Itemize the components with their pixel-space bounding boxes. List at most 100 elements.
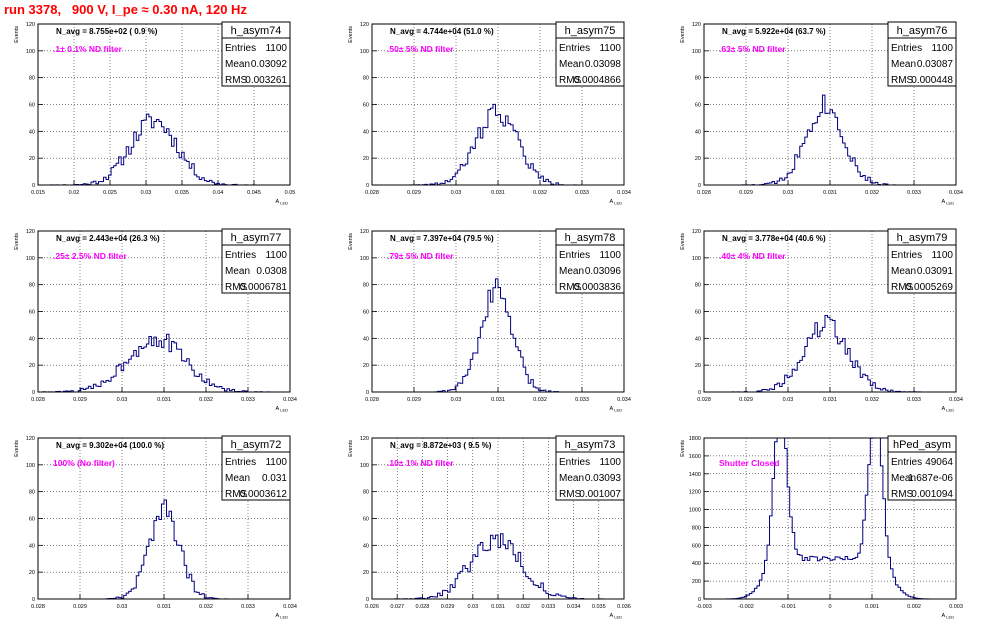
x-tick-label: 0.033 <box>907 397 921 403</box>
y-tick-label: 120 <box>26 229 35 235</box>
x-tick-label: -0.002 <box>738 604 754 610</box>
y-tick-label: 80 <box>363 76 369 82</box>
histogram-line <box>704 437 956 600</box>
x-tick-label: 0.025 <box>103 190 117 196</box>
x-tick-label: 0.033 <box>241 604 255 610</box>
plot-frame <box>37 230 291 393</box>
x-tick-label: 0.029 <box>441 604 455 610</box>
y-tick-label: 1800 <box>689 436 701 442</box>
navg-label: N_avg = 9.302e+04 (100.0 %) <box>56 441 164 450</box>
stats-value: 0.03087 <box>917 59 954 70</box>
x-tick-label: 0.029 <box>407 190 421 196</box>
y-tick-label: 40 <box>29 129 35 135</box>
navg-label: N_avg = 3.778e+04 (40.6 %) <box>722 234 826 243</box>
y-axis-label: Events <box>680 233 686 250</box>
filter-label: .10± 1% ND filter <box>387 458 454 468</box>
stats-label: Mean <box>559 59 584 70</box>
x-tick-label: 0.032 <box>199 604 213 610</box>
y-tick-label: 1000 <box>689 508 701 514</box>
x-tick-label: 0.045 <box>247 190 261 196</box>
stats-value: 1100 <box>599 457 621 468</box>
y-tick-label: 400 <box>692 561 701 567</box>
x-tick-label: 0.035 <box>592 604 606 610</box>
stats-value: 0.03091 <box>917 266 954 277</box>
y-tick-label: 80 <box>695 76 701 82</box>
x-tick-label: -0.001 <box>780 604 796 610</box>
stats-label: RMS <box>891 75 914 86</box>
stats-label: Mean <box>559 266 584 277</box>
y-tick-label: 60 <box>29 517 35 523</box>
stats-label: RMS <box>891 489 914 500</box>
x-tick-label: 0.031 <box>823 397 837 403</box>
plot-frame <box>703 230 957 393</box>
stats-label: RMS <box>559 489 582 500</box>
x-tick-label: 0.029 <box>739 190 753 196</box>
stats-label: Entries <box>225 457 256 468</box>
y-tick-label: 100 <box>360 49 369 55</box>
stats-value: 1100 <box>265 250 287 261</box>
x-tick-label: 0.031 <box>823 190 837 196</box>
stats-label: Mean <box>559 473 584 484</box>
stats-body-box <box>221 244 291 294</box>
x-axis-label: ALED <box>610 406 623 413</box>
y-tick-label: 120 <box>360 22 369 28</box>
stats-value: 49064 <box>925 457 953 468</box>
x-tick-label: 0.034 <box>949 397 963 403</box>
x-axis-label-main: A <box>942 613 946 619</box>
x-tick-label: 0.03 <box>117 604 128 610</box>
stats-label: Entries <box>559 250 590 261</box>
stats-value: 1100 <box>599 250 621 261</box>
y-tick-label: 0 <box>366 183 369 189</box>
y-tick-label: 20 <box>695 363 701 369</box>
x-tick-label: 0.034 <box>567 604 581 610</box>
stats-label: RMS <box>225 489 248 500</box>
y-tick-label: 20 <box>29 570 35 576</box>
y-tick-label: 80 <box>363 490 369 496</box>
stats-value: 0.03096 <box>585 266 622 277</box>
y-tick-label: 40 <box>363 543 369 549</box>
y-tick-label: 80 <box>695 283 701 289</box>
histogram-line <box>38 333 290 393</box>
y-tick-label: 60 <box>363 310 369 316</box>
navg-label: N_avg = 4.744e+04 (51.0 %) <box>390 27 494 36</box>
x-tick-label: 0.03 <box>783 190 794 196</box>
stats-label: Mean <box>225 266 250 277</box>
y-tick-label: 40 <box>363 336 369 342</box>
x-tick-label: 0.029 <box>73 604 87 610</box>
navg-label: N_avg = 5.922e+04 (63.7 %) <box>722 27 826 36</box>
histogram-panel-h_asym74: 0.015 0.02 0.025 0.03 0.035 0.04 0.045 0.05 0 20 4… <box>14 21 295 206</box>
y-tick-label: 20 <box>363 570 369 576</box>
histogram-line <box>704 314 956 393</box>
x-tick-label: 0.032 <box>533 190 547 196</box>
stats-title: h_asym78 <box>565 232 616 244</box>
y-tick-label: 0 <box>32 183 35 189</box>
y-tick-label: 0 <box>698 390 701 396</box>
y-axis-label: Events <box>680 26 686 43</box>
x-axis-label: ALED <box>276 613 289 620</box>
x-axis-label: ALED <box>942 199 955 206</box>
y-tick-label: 120 <box>26 436 35 442</box>
stats-title: h_asym74 <box>231 25 282 37</box>
stats-body-box <box>555 244 625 294</box>
stats-label: Mean <box>225 59 250 70</box>
y-tick-label: 100 <box>26 463 35 469</box>
x-tick-label: 0.033 <box>907 190 921 196</box>
x-tick-label: 0.001 <box>865 604 879 610</box>
x-tick-label: 0.028 <box>697 190 711 196</box>
y-tick-label: 60 <box>695 103 701 109</box>
stats-label: Mean <box>891 59 916 70</box>
x-tick-label: 0.028 <box>365 190 379 196</box>
x-tick-label: 0.028 <box>697 397 711 403</box>
stats-value: 0.0005269 <box>906 282 954 293</box>
x-tick-label: 0.032 <box>533 397 547 403</box>
x-tick-label: 0.032 <box>865 190 879 196</box>
plot-frame <box>371 437 625 600</box>
y-tick-label: 800 <box>692 525 701 531</box>
stats-value: 0.03092 <box>251 59 288 70</box>
stats-label: Entries <box>225 250 256 261</box>
stats-title: h_asym75 <box>565 25 616 37</box>
x-tick-label: 0.034 <box>283 397 297 403</box>
stats-label: RMS <box>559 282 582 293</box>
stats-box: h_asym74 Entries 1100 Mean 0.03092RMS0.00326… <box>221 21 291 87</box>
